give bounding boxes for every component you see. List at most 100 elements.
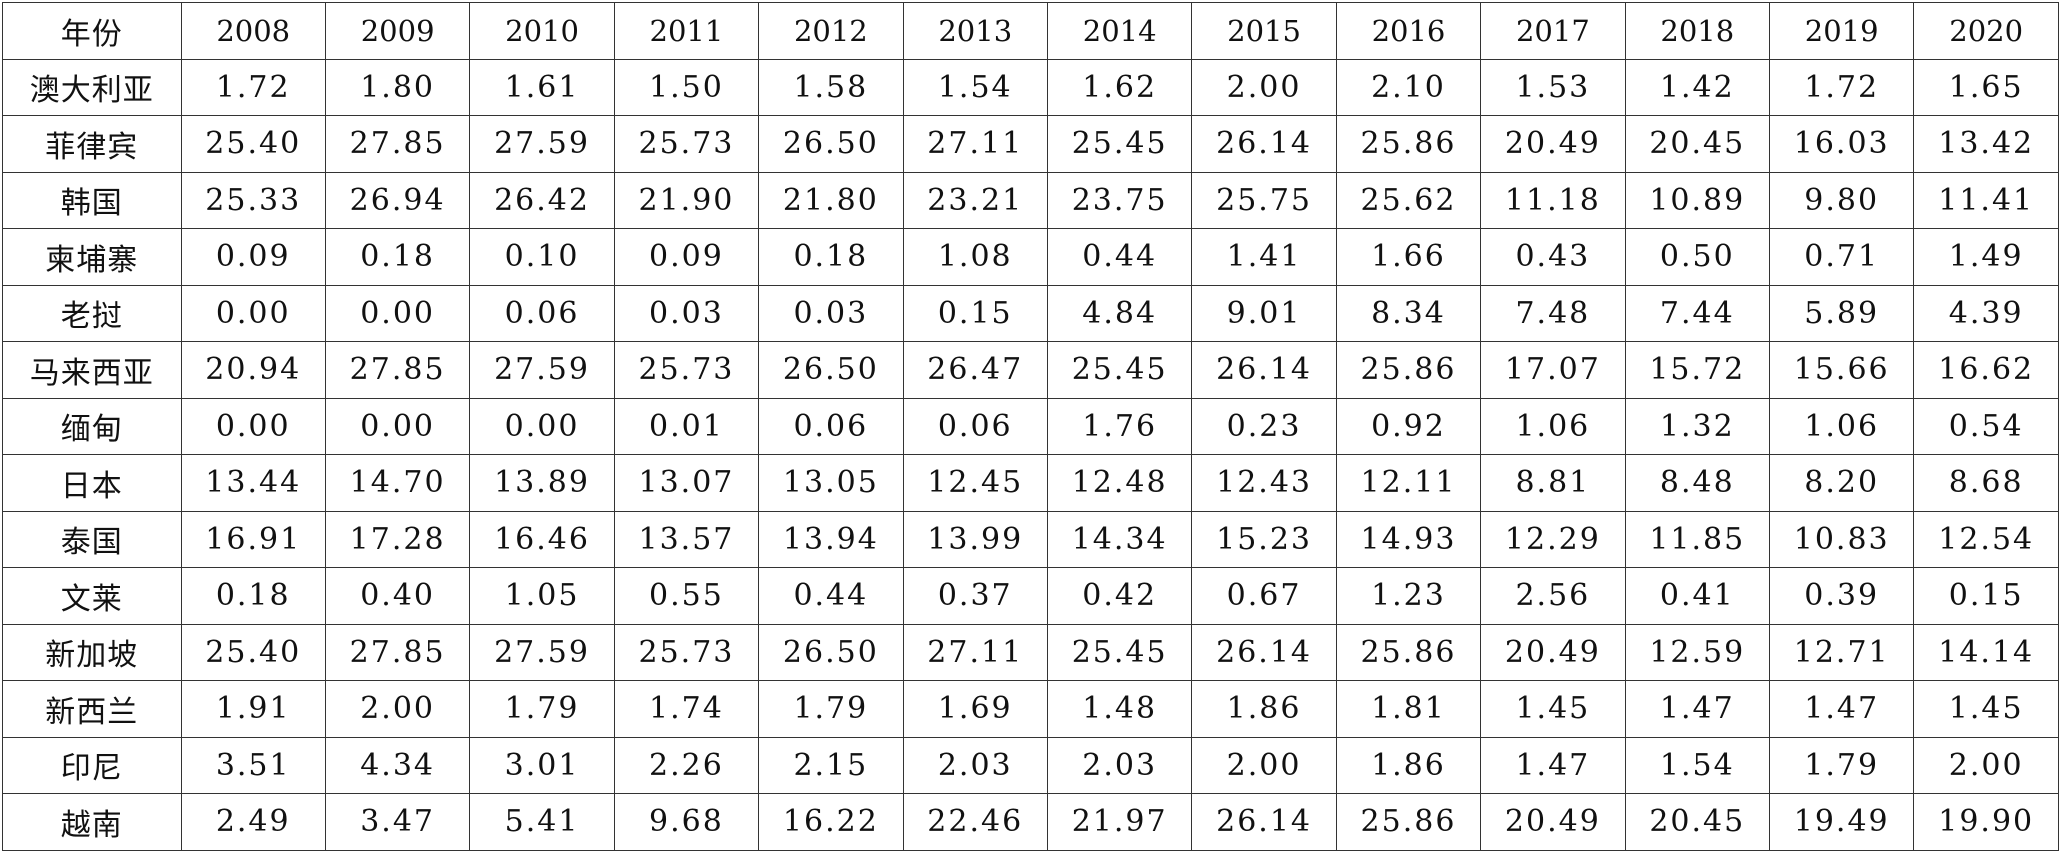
value-cell: 0.43 [1480, 228, 1626, 286]
value-cell: 1.41 [1191, 228, 1337, 286]
value-cell: 25.40 [180, 115, 326, 173]
value-cell: 2.15 [758, 736, 904, 794]
value-cell: 8.81 [1480, 454, 1626, 512]
value-cell: 0.06 [469, 284, 615, 342]
country-label: 缅甸 [2, 397, 182, 455]
value-cell: 25.73 [613, 115, 760, 173]
value-cell: 0.44 [1046, 228, 1193, 286]
value-cell: 25.45 [1046, 115, 1193, 173]
value-cell: 25.45 [1046, 341, 1193, 399]
value-cell: 25.33 [180, 171, 326, 229]
value-cell: 8.20 [1768, 454, 1915, 512]
year-header: 2008 [180, 2, 326, 60]
value-cell: 1.54 [902, 58, 1048, 116]
year-header: 2009 [324, 2, 471, 60]
value-cell: 0.15 [902, 284, 1048, 342]
data-table: 年份 2008 2009 2010 2011 2012 2013 2014 2015 2016 2… [2, 2, 2059, 851]
value-cell: 14.34 [1046, 510, 1193, 568]
value-cell: 26.14 [1191, 793, 1337, 851]
value-cell: 0.10 [469, 228, 615, 286]
value-cell: 19.49 [1768, 793, 1915, 851]
value-cell: 1.06 [1480, 397, 1626, 455]
value-cell: 0.39 [1768, 567, 1915, 625]
year-header: 2016 [1335, 2, 1482, 60]
value-cell: 27.85 [324, 115, 471, 173]
value-cell: 16.91 [180, 510, 326, 568]
value-cell: 16.22 [758, 793, 904, 851]
value-cell: 4.84 [1046, 284, 1193, 342]
value-cell: 25.75 [1191, 171, 1337, 229]
value-cell: 1.61 [469, 58, 615, 116]
year-header: 2018 [1624, 2, 1770, 60]
value-cell: 13.57 [613, 510, 760, 568]
country-label: 印尼 [2, 736, 182, 794]
value-cell: 16.46 [469, 510, 615, 568]
value-cell: 11.41 [1913, 171, 2059, 229]
year-header: 2015 [1191, 2, 1337, 60]
value-cell: 15.72 [1624, 341, 1770, 399]
value-cell: 1.42 [1624, 58, 1770, 116]
value-cell: 4.34 [324, 736, 471, 794]
value-cell: 15.23 [1191, 510, 1337, 568]
value-cell: 26.50 [758, 115, 904, 173]
value-cell: 0.00 [324, 397, 471, 455]
value-cell: 0.37 [902, 567, 1048, 625]
table-row: 日本 13.44 14.70 13.89 13.07 13.05 12.45 12.48 12.… [2, 454, 2059, 512]
value-cell: 19.90 [1913, 793, 2059, 851]
year-header: 2011 [613, 2, 760, 60]
value-cell: 1.66 [1335, 228, 1482, 286]
value-cell: 0.15 [1913, 567, 2059, 625]
value-cell: 2.00 [324, 680, 471, 738]
value-cell: 12.54 [1913, 510, 2059, 568]
value-cell: 1.32 [1624, 397, 1770, 455]
value-cell: 0.67 [1191, 567, 1337, 625]
value-cell: 0.71 [1768, 228, 1915, 286]
country-label: 柬埔寨 [2, 228, 182, 286]
value-cell: 11.85 [1624, 510, 1770, 568]
value-cell: 0.06 [758, 397, 904, 455]
value-cell: 20.45 [1624, 115, 1770, 173]
value-cell: 0.09 [180, 228, 326, 286]
value-cell: 27.11 [902, 623, 1048, 681]
value-cell: 2.03 [1046, 736, 1193, 794]
value-cell: 12.43 [1191, 454, 1337, 512]
value-cell: 17.07 [1480, 341, 1626, 399]
value-cell: 25.86 [1335, 341, 1482, 399]
value-cell: 27.11 [902, 115, 1048, 173]
value-cell: 2.00 [1191, 58, 1337, 116]
value-cell: 27.59 [469, 341, 615, 399]
value-cell: 1.58 [758, 58, 904, 116]
year-header: 2010 [469, 2, 615, 60]
value-cell: 27.59 [469, 623, 615, 681]
value-cell: 25.73 [613, 623, 760, 681]
table-row: 文莱 0.18 0.40 1.05 0.55 0.44 0.37 0.42 0.67 1.23 2.… [2, 567, 2059, 625]
table-row: 老挝 0.00 0.00 0.06 0.03 0.03 0.15 4.84 9.01 8.34 7.… [2, 284, 2059, 342]
year-header: 2014 [1046, 2, 1193, 60]
value-cell: 20.45 [1624, 793, 1770, 851]
value-cell: 4.39 [1913, 284, 2059, 342]
value-cell: 26.14 [1191, 341, 1337, 399]
value-cell: 25.86 [1335, 793, 1482, 851]
value-cell: 25.86 [1335, 115, 1482, 173]
value-cell: 26.47 [902, 341, 1048, 399]
value-cell: 1.86 [1335, 736, 1482, 794]
value-cell: 15.66 [1768, 341, 1915, 399]
country-label: 泰国 [2, 510, 182, 568]
value-cell: 26.14 [1191, 115, 1337, 173]
header-label: 年份 [2, 2, 182, 60]
value-cell: 1.79 [469, 680, 615, 738]
value-cell: 12.71 [1768, 623, 1915, 681]
year-header: 2012 [758, 2, 904, 60]
value-cell: 1.50 [613, 58, 760, 116]
value-cell: 25.45 [1046, 623, 1193, 681]
value-cell: 2.03 [902, 736, 1048, 794]
value-cell: 0.54 [1913, 397, 2059, 455]
value-cell: 1.47 [1768, 680, 1915, 738]
value-cell: 8.68 [1913, 454, 2059, 512]
value-cell: 1.45 [1913, 680, 2059, 738]
value-cell: 2.00 [1913, 736, 2059, 794]
table-row: 韩国 25.33 26.94 26.42 21.90 21.80 23.21 23.75 25.… [2, 171, 2059, 229]
value-cell: 13.05 [758, 454, 904, 512]
table-row: 新西兰 1.91 2.00 1.79 1.74 1.79 1.69 1.48 1.86 1.81 1… [2, 680, 2059, 738]
